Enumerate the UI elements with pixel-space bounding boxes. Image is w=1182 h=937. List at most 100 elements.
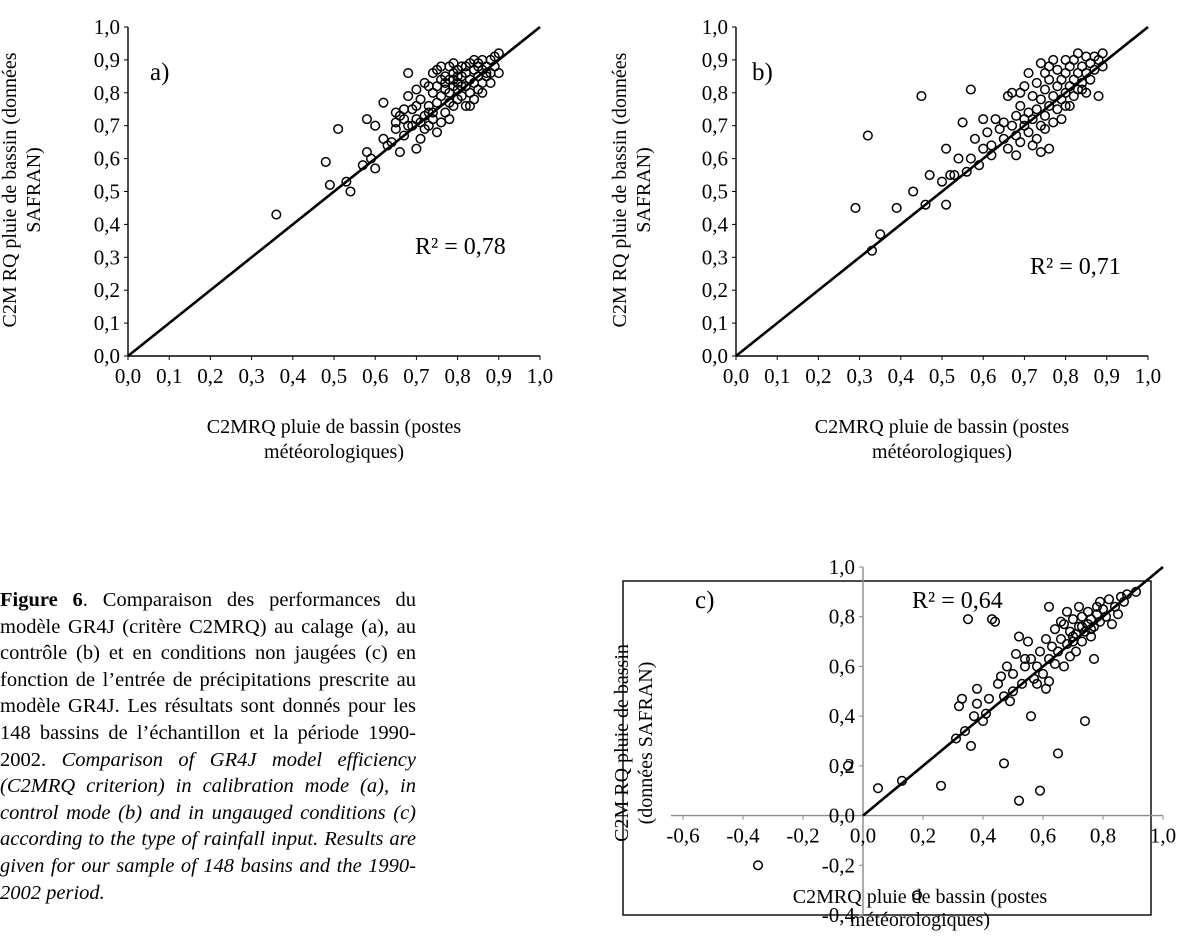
panel-a-data-point [370,163,381,174]
panel-a-data-point [427,114,438,125]
panel-c-data-point [1070,646,1082,657]
panel-b-data-point [1027,91,1038,102]
panel-a-data-point [341,176,352,187]
panel-c-y-tick-label: -0,2 [822,853,855,877]
panel-b-data-point [1031,104,1042,115]
panel-a-y-tick-label: 0,8 [94,81,120,105]
panel-c-x-tick-label: 0,8 [1090,824,1116,848]
panel-b-data-point [908,186,919,197]
panel-c-data-point [1049,624,1061,635]
panel-c-plot-frame [622,580,1152,916]
panel-b-data-point [978,143,989,154]
panel-b-y-tick-label: 0,7 [702,114,728,138]
panel-c-data-point [872,783,884,794]
panel-c-data-point [1085,624,1097,635]
panel-b-data-point [1077,77,1088,88]
panel-c-y-tick-label: -0,4 [822,903,856,927]
panel-c-data-point [1073,601,1085,612]
panel-b-data-point [965,153,976,164]
panel-b-data-point [916,91,927,102]
panel-c-data-point [995,671,1007,682]
panel-c-reference-line [862,565,1164,817]
panel-c-data-point [986,614,998,625]
panel-a-y-tick-label: 0,1 [94,311,120,335]
panel-a-y-tick-label: 1,0 [94,15,120,39]
panel-a-data-point [452,71,463,82]
panel-b-data-point [969,133,981,144]
panel-b-data-point [1023,68,1034,79]
panel-b-data-point [1027,140,1038,151]
panel-a-data-point [333,123,344,135]
panel-c-data-point [1007,668,1019,679]
panel-b-data-point [978,114,989,125]
panel-b-data-point [1035,58,1046,69]
panel-a-y-axis-title: C2M RQ pluie de bassin (données [0,52,21,327]
panel-b-reference-line [735,25,1149,358]
panel-b-data-point [1006,120,1018,131]
panel-b-data-point [990,114,1001,125]
panel-a-x-tick-label: 0,0 [115,364,141,388]
panel-a-data-point [485,77,496,88]
panel-c-data-point [896,775,908,786]
panel-b-x-axis-title: C2MRQ pluie de bassin (postes [815,416,1070,438]
panel-b-y-axis-title: SAFRAN) [633,147,655,233]
panel-c-data-point [1115,591,1127,602]
panel-b-data-point [1035,94,1046,105]
panel-c-data-point [998,758,1010,769]
panel-c-data-point [1028,673,1040,684]
panel-a-data-point [493,68,504,79]
panel-b-y-tick-label: 0,1 [702,311,728,335]
panel-a-y-tick-label: 0,0 [94,344,120,368]
panel-b-data-point [941,143,952,154]
panel-a-r2-annotation: R² = 0,78 [415,234,506,260]
panel-c-data-point [1007,686,1019,697]
panel-c-x-axis-title: météorologiques) [850,909,990,931]
panel-b-x-tick-label: 0,5 [929,364,955,388]
panel-c-data-point [1013,795,1025,806]
panel-c-data-point [1058,619,1070,630]
panel-c-data-point [1064,651,1076,662]
panel-c-data-point [965,740,977,752]
panel-a-x-tick-label: 0,4 [280,364,307,388]
panel-c-data-point [1001,661,1013,672]
panel-c-x-tick-label: -0,6 [666,824,699,848]
panel-b-data-point [1039,110,1051,121]
panel-a-x-axis-title: C2MRQ pluie de bassin (postes [207,416,462,438]
panel-c-data-point [1013,631,1025,642]
panel-b-data-point [1035,146,1046,158]
panel-a-data-point [411,143,422,154]
panel-c-x-axis-title: C2MRQ pluie de bassin (postes [793,886,1048,908]
panel-c-data-point [959,726,971,737]
panel-c-data-point [1019,661,1031,672]
panel-b-data-point [953,153,964,164]
panel-b-x-tick-label: 0,0 [723,364,749,388]
panel-a-data-point [464,100,476,112]
panel-c-y-tick-label: 0,8 [829,605,855,629]
panel-c-y-axis-title: C2M RQ pluie de bassin [611,644,633,842]
panel-a-data-point [481,68,492,79]
panel-c-data-point [1076,611,1088,622]
panel-c-data-point [971,683,983,694]
panel-c-data-point [1052,646,1064,657]
panel-b-data-point [1048,117,1059,128]
panel-b-data-point [1072,48,1084,59]
panel-b-x-tick-label: 0,4 [888,364,915,388]
panel-b-data-point [986,150,997,161]
panel-a-data-point [423,81,434,92]
panel-b-data-point [1002,143,1013,154]
panel-c-data-point [1064,626,1076,637]
panel-a-x-tick-label: 0,8 [444,364,470,388]
panel-a-y-tick-label: 0,7 [94,114,120,138]
panel-b-y-tick-label: 0,8 [702,81,728,105]
panel-a-data-point [477,87,488,98]
panel-c-data-point [1046,641,1058,652]
panel-a-data-point [378,133,389,144]
panel-b-x-tick-label: 1,0 [1135,364,1161,388]
panel-a-label: a) [150,59,169,86]
panel-a-x-tick-label: 0,5 [321,364,347,388]
panel-b-data-point [1015,137,1026,148]
panel-a-data-point [403,68,414,79]
panel-b-data-point [965,84,976,95]
panel-c-data-point [1004,696,1016,707]
panel-c-data-point [1103,594,1115,605]
